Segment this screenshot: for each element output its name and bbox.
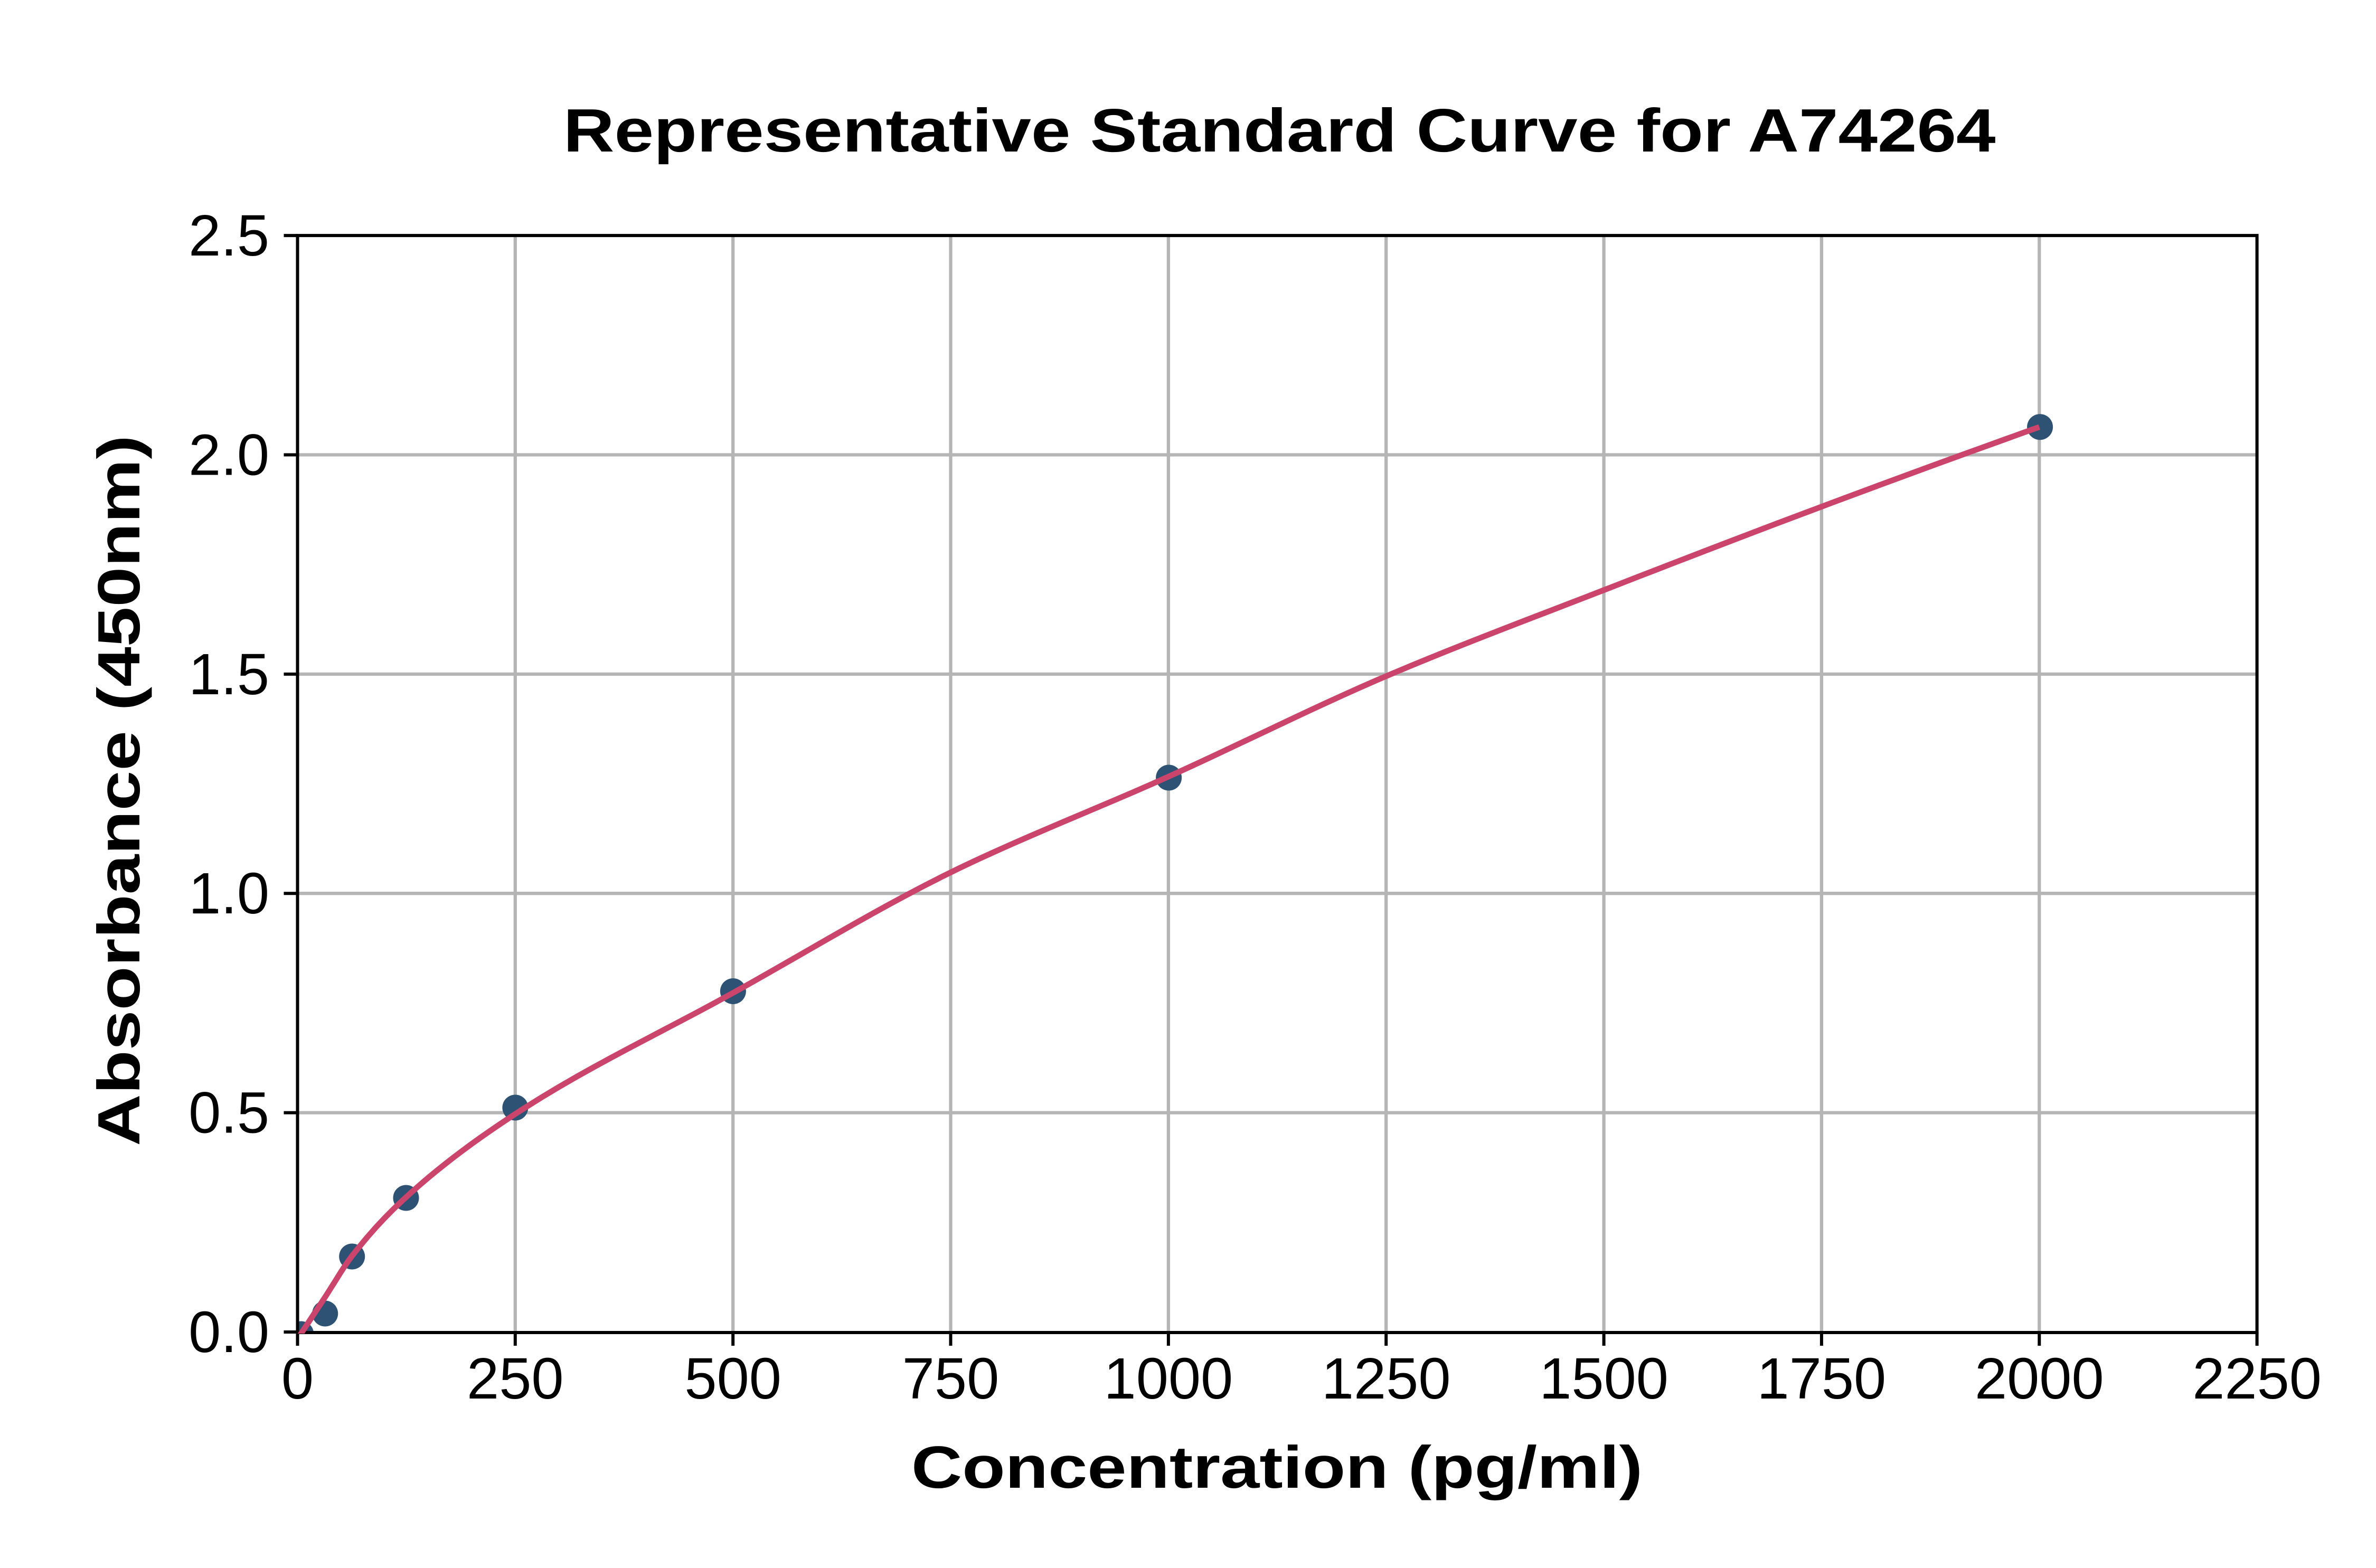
svg-text:1000: 1000 (1104, 1346, 1233, 1411)
svg-text:500: 500 (684, 1346, 781, 1411)
svg-text:1.5: 1.5 (188, 642, 269, 707)
svg-text:1500: 1500 (1539, 1346, 1668, 1411)
svg-text:250: 250 (467, 1346, 564, 1411)
svg-text:750: 750 (902, 1346, 1000, 1411)
svg-text:0.0: 0.0 (188, 1300, 269, 1365)
svg-text:2.5: 2.5 (188, 203, 269, 268)
svg-text:0: 0 (281, 1346, 314, 1411)
svg-text:1250: 1250 (1322, 1346, 1451, 1411)
svg-text:1.0: 1.0 (188, 861, 269, 926)
svg-text:1750: 1750 (1757, 1346, 1887, 1411)
svg-text:Absorbance (450nm): Absorbance (450nm) (86, 435, 152, 1146)
svg-text:Representative Standard Curve: Representative Standard Curve for A74264 (563, 96, 1996, 165)
svg-text:0.5: 0.5 (188, 1081, 269, 1146)
svg-text:2250: 2250 (2192, 1346, 2322, 1411)
svg-text:2.0: 2.0 (188, 423, 269, 488)
svg-text:2000: 2000 (1975, 1346, 2104, 1411)
svg-text:Concentration (pg/ml): Concentration (pg/ml) (911, 1434, 1643, 1501)
